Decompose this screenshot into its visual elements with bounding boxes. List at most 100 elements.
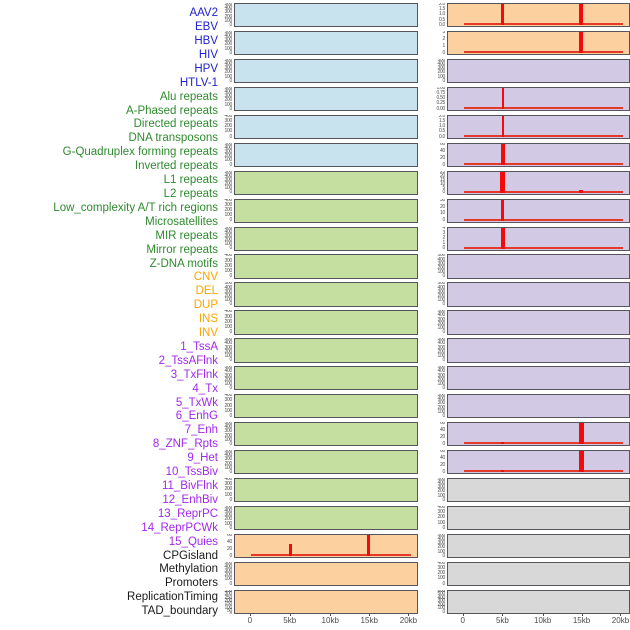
y-tick-label: 500 — [224, 422, 233, 427]
y-tick-label: 300 — [224, 65, 233, 72]
red-spike — [578, 423, 584, 445]
y-tick-label: 400 — [437, 535, 446, 542]
y-tick-label: 300 — [224, 288, 233, 295]
x-axis-tick-label: 15kb — [572, 616, 591, 625]
y-tick-label: 200 — [224, 41, 233, 48]
y-tick-label: 100 — [224, 407, 233, 414]
y-tick-label: 400 — [437, 396, 446, 403]
y-tick-label: 1.0 — [438, 11, 445, 18]
y-tick-label: 200 — [224, 402, 233, 409]
row-label: 9_Het — [187, 452, 218, 465]
red-baseline — [463, 442, 624, 445]
row-label: 4_Tx — [192, 382, 218, 395]
red-spike — [579, 4, 584, 26]
y-tick-label: 100 — [437, 325, 446, 331]
y-tick-label: 100 — [224, 604, 233, 611]
x-axis-tick-label: 15kb — [360, 616, 378, 625]
y-tick-label: 300 — [224, 456, 233, 463]
facet-row: 500 400 300 200 100 0 — [432, 338, 630, 363]
y-tick-label: 60 — [440, 142, 445, 147]
y-tick-label: 0 — [229, 440, 233, 447]
row-label: HTLV-1 — [179, 76, 218, 89]
row-label: 11_BivFlnk — [161, 480, 218, 493]
y-axis-ticks: 2.0 1.5 1.0 0.5 0.0 — [432, 115, 447, 139]
y-axis-ticks: 400 300 200 100 0 — [432, 506, 447, 530]
red-spike — [579, 189, 584, 193]
row-label: 10_TssBiv — [165, 466, 218, 479]
x-tick-mark — [620, 614, 622, 616]
red-spike — [501, 442, 505, 445]
row-label: L1 repeats — [163, 174, 218, 187]
facet-row: 60 40 20 0 — [432, 142, 630, 167]
facet-panel — [234, 505, 418, 531]
facet-panel — [447, 30, 630, 56]
y-tick-label: 1.5 — [438, 117, 445, 124]
y-tick-label: 100 — [224, 128, 233, 135]
feature-label-column: AAV2 EBV HBV HIV HPV HTLV-1 Alu repeats A-Phase… — [0, 7, 219, 619]
red-spike — [500, 143, 505, 165]
y-tick-label: 200 — [437, 69, 446, 76]
y-axis-ticks: 600 500 400 300 200 100 0 — [432, 590, 447, 614]
y-tick-label: 0 — [442, 580, 446, 587]
y-tick-label: 300 — [437, 65, 446, 72]
red-baseline — [463, 23, 624, 26]
y-tick-label: 1.0 — [438, 123, 445, 130]
red-baseline — [463, 51, 624, 54]
y-tick-label: 500 — [437, 591, 446, 598]
y-tick-label: 500 — [437, 394, 446, 399]
facet-panel — [234, 114, 418, 140]
y-axis-ticks: 500 400 300 200 100 0 — [432, 534, 447, 558]
y-tick-label: 200 — [437, 320, 446, 327]
y-tick-label: 200 — [224, 597, 233, 604]
y-tick-label: 0 — [229, 273, 233, 279]
y-tick-label: 500 — [224, 561, 233, 566]
y-tick-label: 500 — [224, 366, 233, 371]
facet-row: 500 400 300 200 100 0 — [219, 422, 418, 447]
y-tick-label: 0.0 — [438, 133, 445, 140]
facet-panel — [447, 254, 630, 279]
x-axis-tick-label: 5kb — [283, 616, 297, 625]
y-tick-label: 200 — [437, 544, 446, 551]
row-label: 7_Enh — [184, 424, 218, 437]
facet-row: 500 400 300 200 100 0 — [219, 30, 418, 56]
x-tick-mark — [249, 614, 251, 616]
y-tick-label: 300 — [224, 397, 233, 404]
y-axis-ticks: 500 400 300 200 100 0 — [432, 59, 447, 83]
facet-panel — [447, 505, 630, 531]
row-label: CNV — [193, 271, 218, 284]
y-tick-label: 500 — [437, 310, 446, 315]
y-tick-label: 600 — [437, 589, 446, 594]
y-tick-label: 0 — [442, 412, 446, 419]
y-tick-label: 0 — [229, 217, 233, 223]
y-tick-label: 100 — [437, 380, 446, 387]
y-tick-label: 200 — [437, 292, 446, 299]
facet-row: 2.0 1.5 1.0 0.5 0.0 — [432, 114, 630, 140]
y-tick-label: 40 — [440, 147, 445, 154]
facet-row: 1.00 0.75 0.50 0.25 0.00 — [432, 86, 630, 112]
y-tick-label: 15 — [440, 176, 445, 183]
y-tick-label: 100 — [437, 352, 446, 359]
y-axis-ticks: 500 400 300 200 100 0 — [432, 282, 447, 306]
y-tick-label: 500 — [437, 366, 446, 371]
facet-panel — [447, 226, 630, 251]
facet-panel — [447, 58, 630, 84]
y-tick-label: 100 — [224, 576, 233, 583]
row-label: Alu repeats — [159, 90, 218, 103]
y-tick-label: 300 — [437, 316, 446, 323]
y-tick-label: 3 — [442, 229, 446, 236]
y-tick-label: 0 — [229, 77, 233, 84]
x-axis-tick-label: 20kb — [611, 616, 630, 625]
y-tick-label: 200 — [224, 432, 233, 439]
facet-row: 500 400 300 200 100 0 — [219, 282, 418, 307]
facet-panel — [447, 3, 630, 28]
y-tick-label: 1 — [442, 240, 446, 247]
y-tick-label: 400 — [224, 284, 233, 291]
x-tick-mark — [462, 614, 464, 616]
y-tick-label: 100 — [224, 212, 233, 219]
y-tick-label: 100 — [224, 520, 233, 527]
y-axis-ticks: 400 300 200 100 0 — [219, 115, 234, 139]
facet-row: 30 20 10 0 — [432, 198, 630, 223]
y-tick-label: 200 — [224, 460, 233, 467]
y-tick-label: 500 — [437, 58, 446, 63]
